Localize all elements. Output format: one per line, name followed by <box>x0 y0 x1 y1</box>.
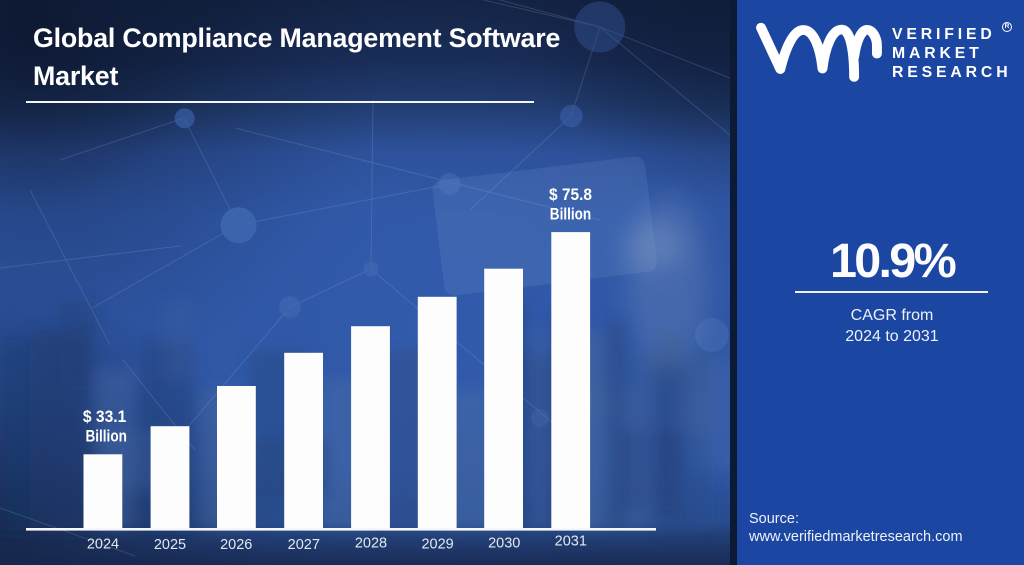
svg-text:2029: 2029 <box>421 537 453 553</box>
svg-text:Billion: Billion <box>85 427 126 446</box>
svg-text:2026: 2026 <box>220 537 252 553</box>
svg-text:2031: 2031 <box>555 534 587 550</box>
svg-text:Billion: Billion <box>550 205 591 224</box>
svg-text:$ 75.8: $ 75.8 <box>549 185 592 204</box>
svg-text:2024: 2024 <box>87 537 119 553</box>
svg-text:2028: 2028 <box>355 536 387 552</box>
svg-text:2027: 2027 <box>288 537 320 553</box>
svg-text:2030: 2030 <box>488 536 520 552</box>
svg-text:2025: 2025 <box>154 537 186 553</box>
svg-text:$ 33.1: $ 33.1 <box>83 407 127 426</box>
